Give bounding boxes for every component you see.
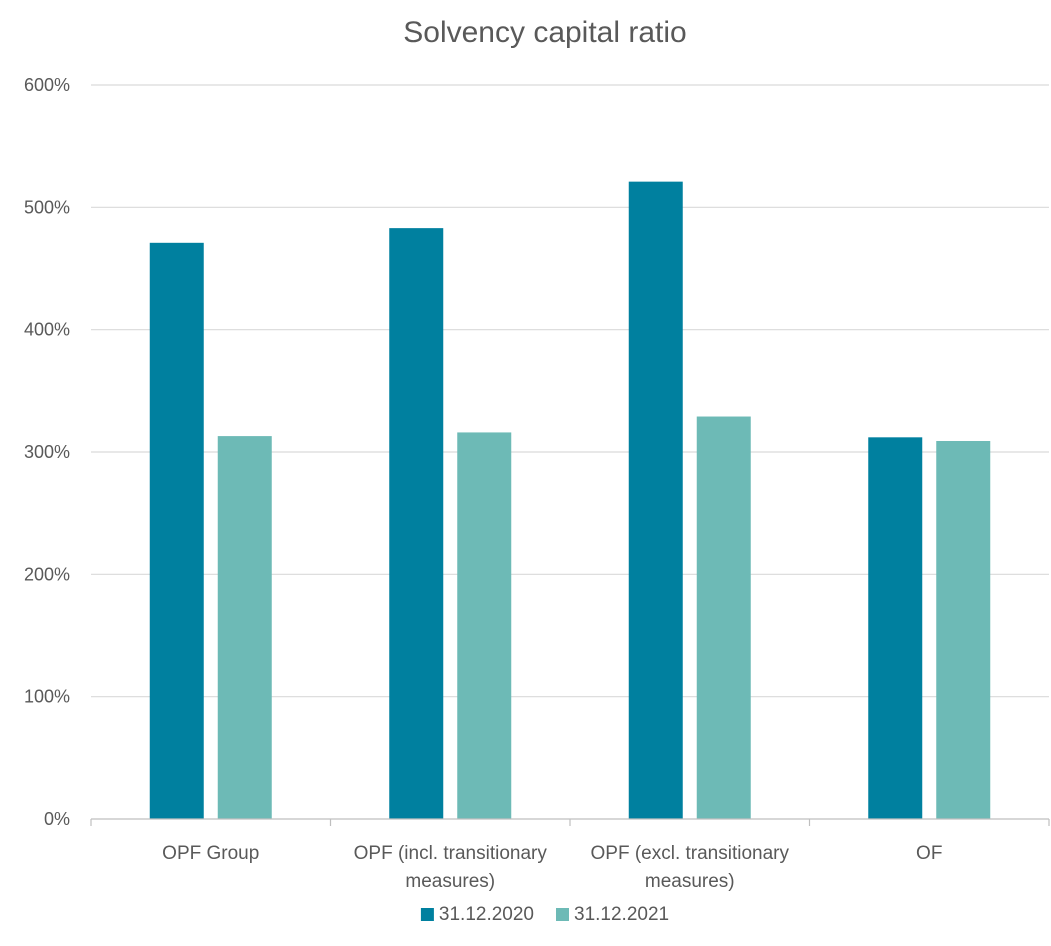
y-tick-label: 100% <box>24 687 70 707</box>
y-tick-label: 400% <box>24 320 70 340</box>
x-axis: OPF Group OPF (incl. transitionary measure… <box>90 818 1050 892</box>
y-tick-label: 300% <box>24 442 70 462</box>
bar <box>936 440 991 819</box>
legend-swatch <box>420 908 434 921</box>
y-tick-label: 200% <box>24 564 70 584</box>
bars <box>149 181 991 820</box>
x-tick-label: OPF (incl. transitionary measures) <box>354 843 548 892</box>
x-tick-label: OPF Group <box>162 843 259 864</box>
y-axis: 0% 100% 200% 300% 400% 500% 600% <box>24 75 70 829</box>
bar <box>457 432 512 819</box>
bar <box>149 242 204 819</box>
legend: 31.12.2020 31.12.2021 <box>420 904 669 925</box>
y-tick-label: 600% <box>24 75 70 95</box>
bar <box>628 181 683 820</box>
chart-title: Solvency capital ratio <box>403 16 686 49</box>
legend-swatch <box>556 908 569 921</box>
x-tick-label: OF <box>916 843 942 864</box>
legend-label: 31.12.2021 <box>574 904 669 925</box>
y-tick-label: 500% <box>24 197 70 217</box>
bar <box>868 437 923 819</box>
bar <box>217 436 272 819</box>
bar <box>389 228 444 819</box>
bar <box>696 416 751 819</box>
y-tick-label: 0% <box>44 809 70 829</box>
legend-label: 31.12.2020 <box>439 904 534 925</box>
x-tick-label: OPF (excl. transitionary measures) <box>591 843 790 892</box>
